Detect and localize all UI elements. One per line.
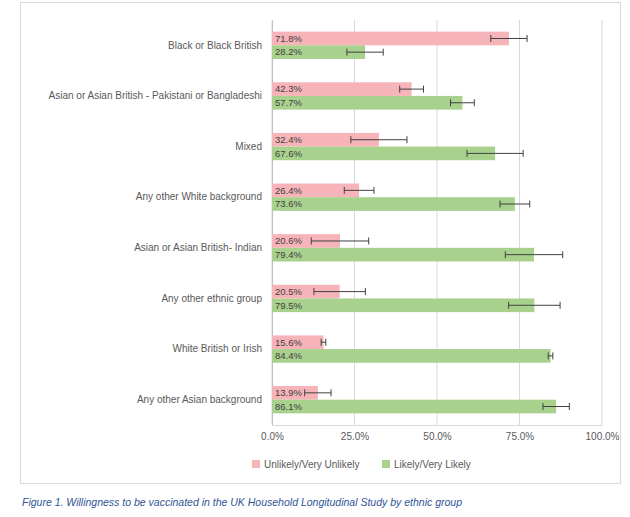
x-tick-label: 75.0% — [506, 431, 534, 442]
data-label: 26.4% — [275, 185, 302, 196]
data-label: 86.1% — [275, 401, 302, 412]
category-label: Any other Asian background — [137, 394, 262, 405]
error-bar — [321, 339, 326, 346]
bar — [272, 335, 323, 349]
grid-line — [272, 20, 273, 425]
error-bar — [451, 99, 475, 106]
y-tick: Asian or Asian British- Indian — [134, 242, 272, 253]
bar — [272, 197, 515, 211]
y-tick: Asian or Asian British - Pakistani or Ba… — [49, 90, 272, 101]
x-tick: 75.0% — [506, 425, 534, 442]
category-label: Any other White background — [136, 191, 262, 202]
x-tick: 25.0% — [341, 425, 369, 442]
error-bar — [311, 237, 368, 244]
x-tick-label: 25.0% — [341, 431, 369, 442]
data-label: 79.4% — [275, 249, 302, 260]
category-label: Asian or Asian British - Pakistani or Ba… — [49, 90, 262, 101]
x-tick-label: 0.0% — [261, 431, 284, 442]
bar — [272, 96, 462, 110]
grid-line — [519, 20, 520, 425]
y-axis-line — [272, 21, 273, 426]
error-bar — [543, 403, 569, 410]
series — [272, 45, 569, 413]
grid-line — [354, 20, 355, 425]
data-label: 71.8% — [275, 33, 302, 44]
legend-swatch — [382, 460, 390, 468]
x-axis: 0.0% 25.0% 50.0% 75.0% 100.0% — [261, 425, 619, 442]
bar — [272, 147, 495, 161]
x-axis-line — [273, 425, 603, 426]
legend-item: Unlikely/Very Unlikely — [252, 459, 360, 470]
y-axis: Black or Black British Asian or Asian Bri… — [49, 21, 273, 426]
data-label: 57.7% — [275, 97, 302, 108]
category-label: White British or Irish — [173, 343, 262, 354]
category-label: Asian or Asian British- Indian — [134, 242, 262, 253]
legend-swatch — [252, 460, 260, 468]
y-tick: Black or Black British — [168, 40, 272, 51]
category-label: Black or Black British — [168, 40, 262, 51]
data-label: 13.9% — [275, 387, 302, 398]
x-tick: 0.0% — [261, 425, 284, 442]
data-label: 42.3% — [275, 83, 302, 94]
x-tick: 50.0% — [423, 425, 451, 442]
data-label: 28.2% — [275, 46, 302, 57]
x-tick-label: 100.0% — [586, 431, 620, 442]
bar — [272, 400, 556, 414]
category-label: Any other ethnic group — [161, 293, 262, 304]
y-tick: Mixed — [235, 141, 272, 152]
y-tick: Any other Asian background — [137, 394, 272, 405]
bar — [272, 248, 534, 262]
error-bar — [347, 49, 383, 56]
plot: 0.0% 25.0% 50.0% 75.0% 100.0% Black or Black … — [49, 20, 620, 442]
chart-frame — [21, 3, 621, 484]
y-tick: Any other ethnic group — [161, 293, 272, 304]
bars — [272, 32, 569, 414]
data-label: 15.6% — [275, 337, 302, 348]
data-label: 73.6% — [275, 198, 302, 209]
grid-line — [437, 20, 438, 425]
error-bar — [344, 187, 374, 194]
legend: Unlikely/Very Unlikely Likely/Very Likely — [252, 459, 471, 470]
legend-label: Likely/Very Likely — [394, 459, 471, 470]
grid — [272, 20, 602, 425]
title: Figure 1. Willingness to be vaccinated i… — [22, 496, 462, 508]
bar — [272, 349, 551, 363]
x-tick-label: 50.0% — [423, 431, 451, 442]
error-bar — [509, 302, 560, 309]
error-bar — [305, 389, 331, 396]
data-label: 32.4% — [275, 134, 302, 145]
x-tick: 100.0% — [586, 425, 620, 442]
category-label: Mixed — [235, 141, 262, 152]
bar — [272, 32, 509, 46]
error-bar — [500, 201, 530, 208]
error-bar — [505, 251, 562, 258]
error-bar — [467, 150, 523, 157]
chart: 0.0% 25.0% 50.0% 75.0% 100.0% Black or Black … — [0, 0, 630, 517]
error-bar — [351, 136, 407, 143]
data-label: 79.5% — [275, 300, 302, 311]
data-label: 84.4% — [275, 350, 302, 361]
error-bar — [491, 35, 527, 42]
legend-item: Likely/Very Likely — [382, 459, 471, 470]
error-bar — [314, 288, 365, 295]
error-bar — [548, 352, 553, 359]
series — [272, 32, 527, 400]
grid-line — [602, 20, 603, 425]
y-tick: Any other White background — [136, 191, 272, 202]
data-label: 20.5% — [275, 286, 302, 297]
data-label: 20.6% — [275, 235, 302, 246]
data-labels: 71.8% 42.3% 32.4% 26.4% 20.6% 20.5% 15.6% 13.9%… — [275, 33, 302, 412]
bar — [272, 298, 534, 312]
legend-label: Unlikely/Very Unlikely — [264, 459, 360, 470]
bar — [272, 82, 412, 96]
data-label: 67.6% — [275, 148, 302, 159]
error-bar — [400, 86, 424, 93]
y-tick: White British or Irish — [173, 343, 272, 354]
